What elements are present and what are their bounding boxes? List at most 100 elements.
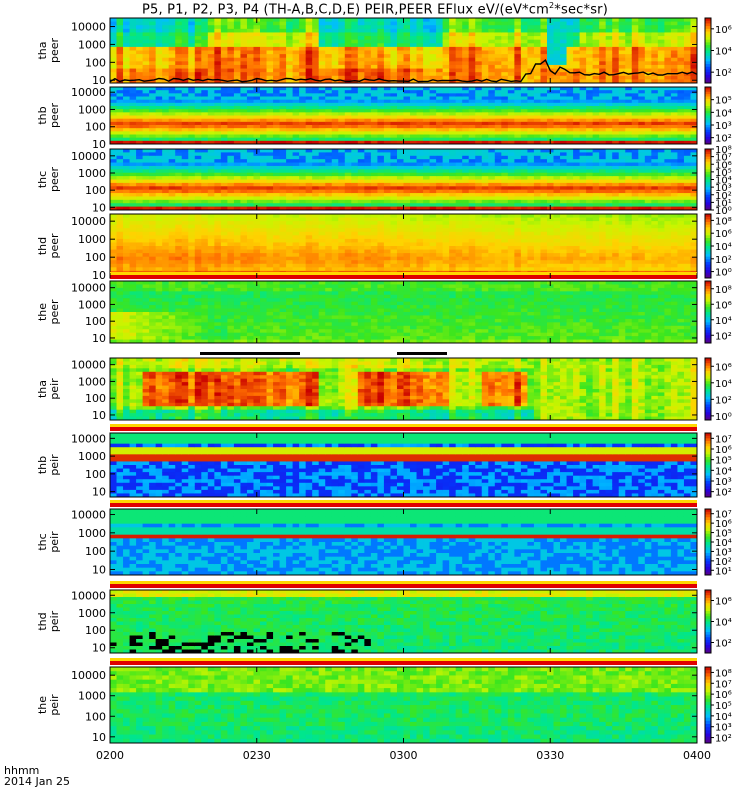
heat-cell: [149, 128, 157, 132]
heat-cell: [253, 155, 261, 160]
heat-cell: [344, 140, 352, 145]
heat-cell: [423, 61, 431, 66]
heat-cell: [129, 25, 137, 30]
heat-cell: [396, 149, 404, 153]
heat-cell: [612, 155, 620, 160]
heat-cell: [214, 36, 222, 41]
heat-cell: [181, 125, 189, 129]
heat-cell: [488, 131, 496, 135]
heat-cell: [194, 64, 202, 70]
heat-cell: [403, 54, 411, 59]
heat-cell: [116, 25, 124, 30]
heat-cell: [605, 169, 613, 174]
heat-cell: [396, 118, 404, 123]
heat-cell: [142, 109, 150, 113]
heat-cell: [325, 46, 333, 51]
heat-cell: [325, 18, 333, 23]
heat-cell: [586, 36, 594, 41]
heat-cell: [220, 137, 228, 142]
heat-cell: [266, 118, 274, 123]
heat-cell: [449, 39, 457, 44]
heat-cell: [553, 96, 561, 101]
heat-cell: [462, 172, 470, 177]
heat-cell: [188, 137, 196, 142]
heat-cell: [351, 68, 359, 73]
heat-cell: [318, 57, 326, 62]
heat-cell: [299, 106, 307, 110]
heat-cell: [129, 169, 137, 174]
heat-cell: [553, 54, 561, 59]
heat-cell: [677, 32, 685, 37]
heat-cell: [566, 79, 574, 84]
heat-cell: [325, 149, 333, 153]
heat-cell: [292, 72, 300, 77]
heat-cell: [507, 75, 515, 80]
heat-cell: [136, 137, 144, 142]
heat-cell: [286, 149, 294, 153]
heat-cell: [651, 39, 659, 44]
heat-cell: [573, 121, 581, 126]
heat-cell: [520, 176, 528, 180]
heat-cell: [351, 25, 359, 30]
heat-cell: [344, 155, 352, 160]
heat-cell: [468, 28, 476, 33]
heat-cell: [110, 75, 118, 80]
heat-cell: [527, 186, 535, 191]
heat-cell: [690, 140, 698, 145]
heat-cell: [155, 18, 163, 23]
heat-cell: [507, 90, 515, 94]
heat-cell: [560, 149, 568, 153]
heat-cell: [273, 140, 281, 145]
heat-cell: [383, 96, 391, 101]
heat-cell: [677, 206, 685, 211]
heat-cell: [553, 196, 561, 201]
heat-cell: [162, 54, 170, 59]
heat-cell: [312, 109, 320, 113]
heat-cell: [553, 36, 561, 41]
heat-cell: [116, 162, 124, 167]
heat-cell: [481, 199, 489, 204]
heat-cell: [155, 72, 163, 77]
heat-cell: [318, 109, 326, 113]
heat-cell: [370, 176, 378, 180]
heat-cell: [188, 99, 196, 104]
heat-cell: [494, 189, 502, 194]
heat-cell: [129, 99, 137, 104]
heat-cell: [312, 182, 320, 187]
heat-cell: [573, 206, 581, 211]
heat-cell: [299, 140, 307, 145]
heat-cell: [214, 21, 222, 26]
heat-cell: [416, 134, 424, 139]
heat-cell: [364, 18, 372, 23]
heat-cell: [449, 137, 457, 142]
heat-cell: [540, 90, 548, 94]
heat-cell: [540, 152, 548, 157]
heat-cell: [357, 79, 365, 84]
heat-cell: [410, 179, 418, 184]
heat-cell: [155, 125, 163, 129]
heat-cell: [540, 64, 548, 70]
heat-cell: [664, 28, 672, 33]
heat-cell: [233, 87, 241, 91]
heat-cell: [188, 172, 196, 177]
heat-cell: [664, 75, 672, 80]
heat-cell: [149, 203, 157, 208]
heat-cell: [142, 199, 150, 204]
heat-cell: [273, 193, 281, 197]
heat-cell: [240, 162, 248, 167]
heat-cell: [546, 46, 555, 51]
heat-cell: [149, 57, 157, 62]
heat-cell: [331, 159, 339, 164]
heat-cell: [533, 199, 541, 204]
heat-cell: [625, 96, 633, 101]
heat-cell: [207, 72, 215, 77]
heat-cell: [260, 189, 268, 194]
heat-cell: [560, 28, 568, 33]
heat-cell: [292, 155, 300, 160]
heat-cell: [286, 79, 294, 84]
heat-cell: [553, 152, 561, 157]
heat-cell: [475, 36, 483, 41]
heat-cell: [677, 159, 685, 164]
heat-cell: [142, 43, 150, 48]
heat-cell: [273, 87, 281, 91]
